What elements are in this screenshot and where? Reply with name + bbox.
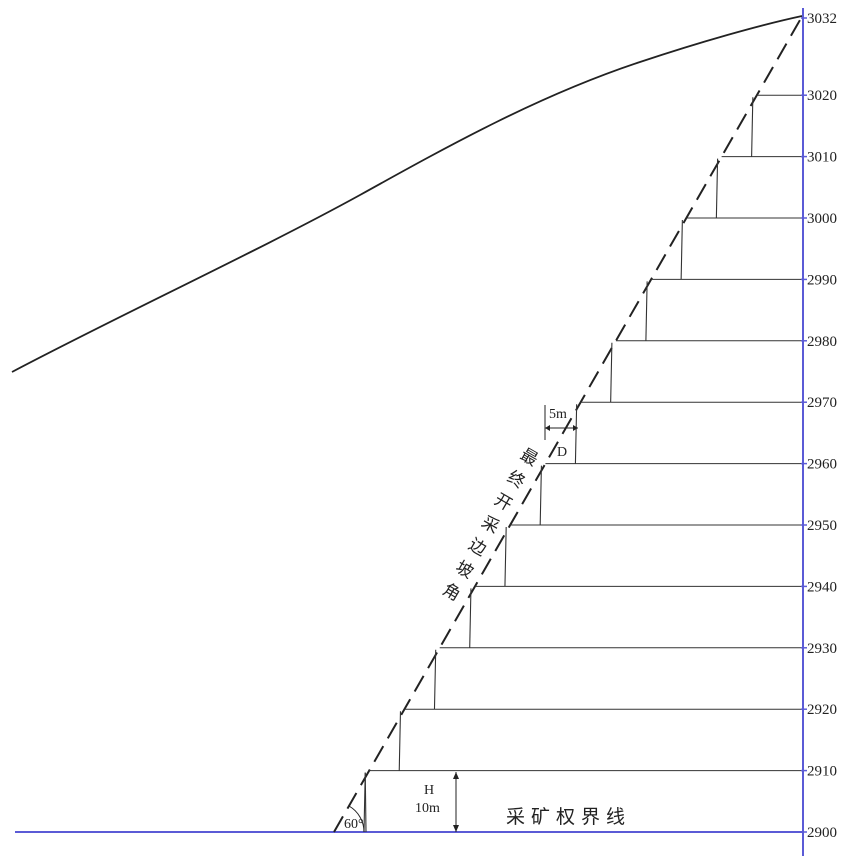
elevation-label-2950: 2950 [807, 518, 837, 534]
berm-dimension: 5m D [544, 405, 578, 460]
bench-face-line [504, 526, 507, 587]
elevation-labels: 3032 3020 3010 3000 2990 2980 2970 2960 2950 2940… [807, 11, 837, 841]
final-slope-line [333, 19, 801, 833]
berm-d-label: D [557, 445, 567, 460]
elevation-label-2920: 2920 [807, 702, 837, 718]
elevation-label-3010: 3010 [807, 150, 837, 166]
elevation-label-2960: 2960 [807, 457, 837, 473]
elevation-label-3032: 3032 [807, 11, 837, 27]
final-slope-label-char: 终 [504, 467, 529, 493]
elevation-label-2980: 2980 [807, 334, 837, 350]
bench-face-line [715, 158, 719, 219]
bench-face-line [539, 465, 542, 526]
elevation-label-2910: 2910 [807, 764, 837, 780]
bench-face-line [574, 404, 578, 464]
bench-face-line [645, 281, 648, 341]
bench-face-line [680, 219, 683, 280]
final-slope-label-char: 开 [491, 490, 516, 516]
bench-face-line [364, 772, 367, 833]
mining-boundary-label: 采矿权界线 [506, 806, 631, 828]
final-slope-label-char: 角 [439, 580, 464, 606]
slope-angle-label: 60° [344, 817, 364, 832]
final-slope-label-char: 坡 [452, 557, 477, 583]
bench-face-line [433, 649, 437, 710]
final-slope-label-char: 边 [465, 535, 490, 561]
bench-height-dimension: H 10m [415, 772, 459, 832]
elevation-label-2970: 2970 [807, 395, 837, 411]
bench-face-line [751, 97, 754, 157]
bench-height-symbol: H [424, 783, 434, 798]
bench-height-value: 10m [415, 801, 440, 816]
elevation-label-3020: 3020 [807, 88, 837, 104]
bench-face-line [398, 711, 402, 771]
elevation-label-2930: 2930 [807, 641, 837, 657]
final-slope-label-char: 采 [478, 512, 503, 538]
bench-group [363, 94, 803, 833]
ground-surface-line [11, 15, 803, 373]
berm-width-label: 5m [549, 407, 567, 422]
slope-angle-arc [348, 805, 365, 833]
final-slope-label-char: 最 [516, 445, 541, 471]
bench-face-line [469, 588, 472, 648]
elevation-ticks [801, 17, 807, 833]
elevation-label-2900: 2900 [807, 825, 837, 841]
elevation-label-2990: 2990 [807, 272, 837, 288]
elevation-label-3000: 3000 [807, 211, 837, 227]
bench-face-line [610, 342, 613, 403]
elevation-label-2940: 2940 [807, 579, 837, 595]
